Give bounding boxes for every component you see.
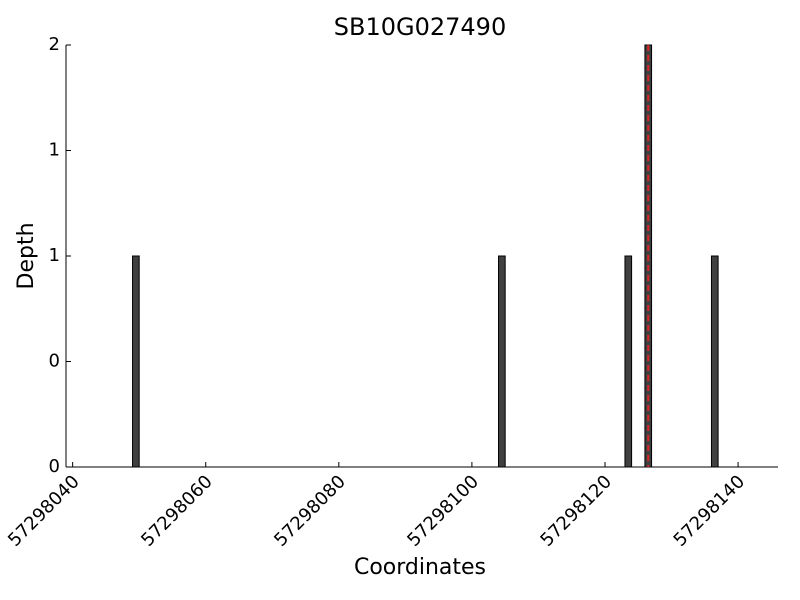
chart-title: SB10G027490 [334, 13, 506, 41]
y-axis-label: Depth [14, 222, 39, 289]
x-tick-label: 57298080 [270, 471, 350, 551]
x-axis-label: Coordinates [354, 555, 486, 580]
y-tick-label: 0 [49, 456, 60, 477]
y-tick-label: 2 [49, 34, 60, 55]
y-tick-label: 0 [49, 351, 60, 372]
x-tick-label: 57298120 [536, 471, 616, 551]
y-tick-label: 1 [49, 245, 60, 266]
bar [498, 255, 506, 468]
bar [710, 255, 719, 468]
y-tick-label: 1 [49, 140, 60, 161]
bar [624, 255, 633, 468]
x-tick-label: 57298140 [670, 471, 750, 551]
x-tick-label: 57298060 [137, 471, 217, 551]
bar [132, 255, 140, 468]
x-tick-label: 57298040 [4, 471, 84, 551]
x-tick-label: 57298100 [403, 471, 483, 551]
